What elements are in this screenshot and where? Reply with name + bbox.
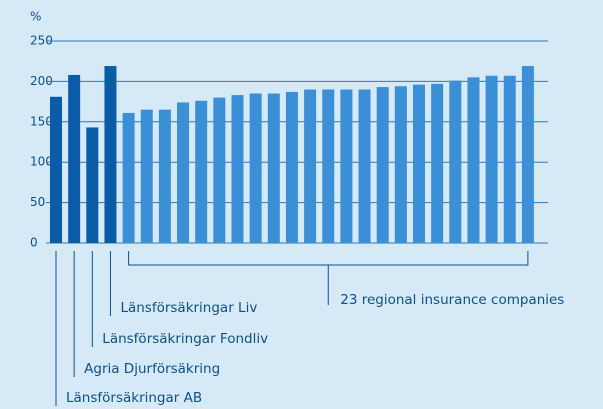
category-label: Länsförsäkringar Fondliv xyxy=(102,331,268,347)
bar xyxy=(267,93,280,244)
bar xyxy=(376,87,389,243)
y-tick-label: 250 xyxy=(30,34,53,48)
bar xyxy=(449,80,462,243)
bar xyxy=(358,89,371,243)
bar xyxy=(485,75,498,243)
group-label: 23 regional insurance companies xyxy=(340,292,564,308)
bar xyxy=(50,96,62,243)
bar xyxy=(413,84,425,243)
bar xyxy=(503,75,516,243)
bar xyxy=(68,74,81,243)
y-tick-label: 150 xyxy=(30,114,53,128)
bar xyxy=(521,66,534,243)
bar xyxy=(340,89,353,243)
bar xyxy=(140,109,153,244)
bar xyxy=(322,89,335,243)
y-tick-label: 50 xyxy=(30,195,45,209)
bar xyxy=(285,91,298,244)
bar xyxy=(177,102,190,244)
bar xyxy=(213,97,226,243)
bar xyxy=(304,89,317,243)
y-tick-label: 200 xyxy=(30,74,53,88)
bar xyxy=(394,86,407,243)
category-label: Länsförsäkringar Liv xyxy=(120,300,257,316)
y-tick-label: 100 xyxy=(30,155,53,169)
bar xyxy=(195,100,208,244)
bar xyxy=(158,109,171,244)
category-label: Länsförsäkringar AB xyxy=(66,390,202,406)
bar xyxy=(431,83,444,243)
bar xyxy=(231,95,244,243)
bar xyxy=(122,112,135,243)
bar xyxy=(467,77,480,243)
y-tick-label: 0 xyxy=(30,236,38,250)
category-label: Agria Djurförsäkring xyxy=(84,361,220,377)
bar xyxy=(249,93,262,244)
group-bracket xyxy=(128,251,529,305)
y-unit: % xyxy=(30,10,41,24)
bar xyxy=(104,66,117,243)
bar xyxy=(86,127,99,243)
